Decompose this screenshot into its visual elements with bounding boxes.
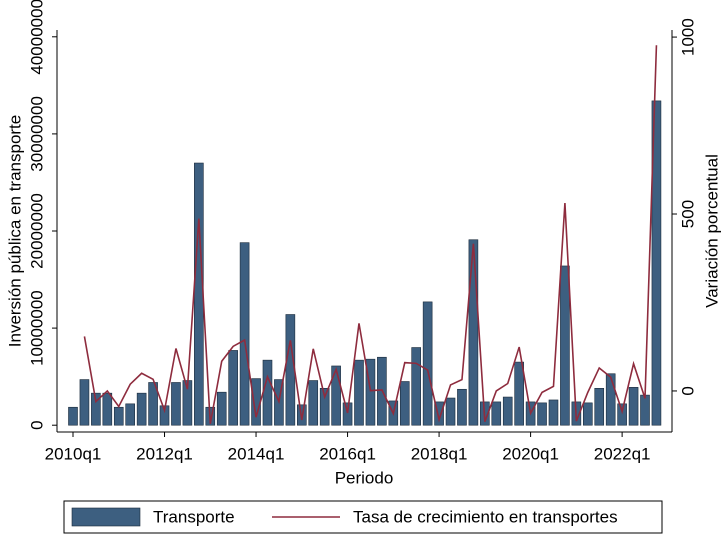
bar xyxy=(457,388,467,426)
y-tick-label: 40000000 xyxy=(27,0,46,75)
bar xyxy=(468,239,479,426)
y-tick-label: 0 xyxy=(27,420,46,429)
y2-tick-label: 1000 xyxy=(678,18,697,56)
bar xyxy=(491,401,502,426)
bar xyxy=(617,403,627,426)
bar xyxy=(136,392,147,426)
legend-box xyxy=(63,500,663,534)
x-tick-label: 2020q1 xyxy=(502,444,559,463)
bar xyxy=(365,358,376,426)
x-tick-label: 2016q1 xyxy=(319,444,376,463)
bar xyxy=(399,381,410,426)
bar xyxy=(514,361,524,426)
legend-label: Transporte xyxy=(153,507,235,526)
line xyxy=(83,45,658,425)
bar xyxy=(194,162,204,426)
bar xyxy=(228,350,238,426)
y-tick-label: 10000000 xyxy=(27,290,46,366)
bar xyxy=(502,396,513,426)
y-tick-label: 20000000 xyxy=(27,193,46,269)
y2-tick-label: 0 xyxy=(678,386,697,395)
x-tick-label: 2010q1 xyxy=(45,444,102,463)
bar xyxy=(319,388,330,426)
bar xyxy=(68,406,78,426)
bar xyxy=(582,402,593,426)
y2-axis-title: Variación porcentual xyxy=(702,154,721,308)
bar xyxy=(113,406,124,426)
bar xyxy=(102,392,113,426)
bar xyxy=(354,359,364,426)
bar xyxy=(251,378,261,426)
bar xyxy=(434,401,444,426)
x-tick-label: 2014q1 xyxy=(228,444,285,463)
bar xyxy=(537,402,547,426)
bar xyxy=(79,379,90,426)
bar xyxy=(548,399,559,426)
bar xyxy=(331,365,341,426)
y-tick-label: 30000000 xyxy=(27,96,46,172)
bar xyxy=(560,265,570,426)
bar xyxy=(342,402,353,426)
bar xyxy=(239,242,250,426)
bar xyxy=(159,405,170,426)
bar xyxy=(422,301,433,426)
bar xyxy=(594,388,605,426)
x-tick-label: 2018q1 xyxy=(411,444,468,463)
x-tick-label: 2022q1 xyxy=(594,444,651,463)
y-axis-title: Inversión pública en transporte xyxy=(5,115,24,347)
bar xyxy=(411,347,422,426)
bar xyxy=(125,403,135,426)
bar xyxy=(285,314,296,426)
bar xyxy=(628,387,639,426)
bar xyxy=(91,392,101,426)
bar xyxy=(605,373,616,426)
bar xyxy=(445,397,456,426)
y2-tick-label: 500 xyxy=(678,200,697,228)
bar xyxy=(308,380,319,426)
legend-swatch xyxy=(71,507,141,527)
bar xyxy=(148,382,158,426)
bar xyxy=(262,359,273,426)
bar xyxy=(171,382,181,426)
legend-label: Tasa de crecimiento en transportes xyxy=(353,507,618,526)
bar xyxy=(640,394,650,426)
bar xyxy=(651,100,662,426)
x-axis-title: Periodo xyxy=(335,468,394,487)
x-tick-label: 2012q1 xyxy=(136,444,193,463)
bar xyxy=(216,391,227,426)
